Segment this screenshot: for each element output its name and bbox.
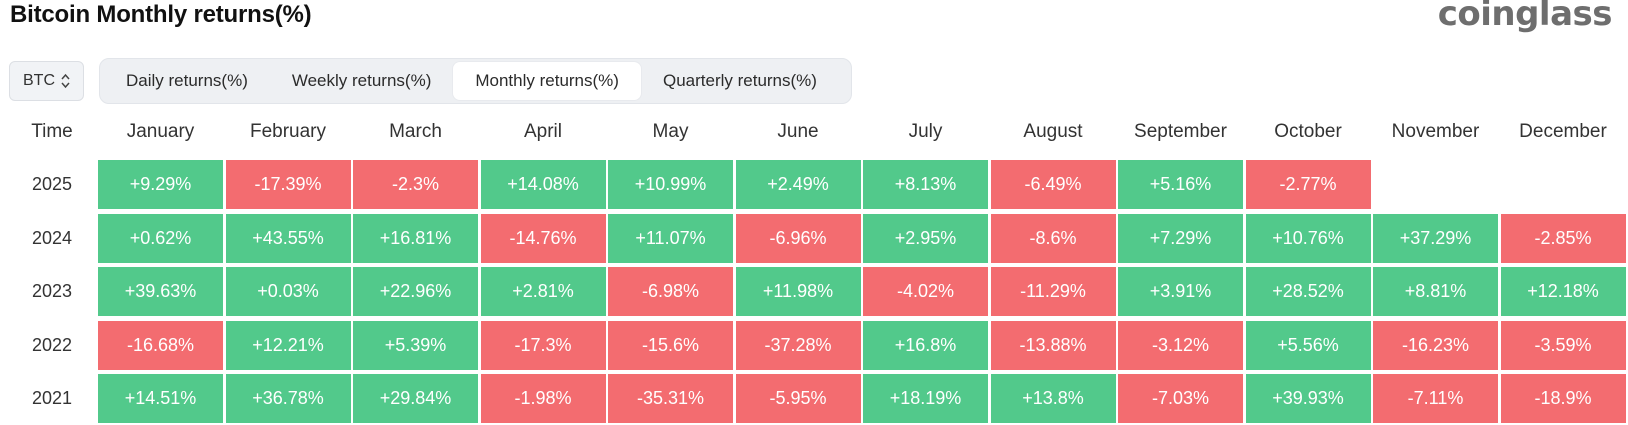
column-header-june: June	[777, 121, 819, 142]
return-cell: -14.76%	[480, 213, 606, 263]
return-cell: -2.85%	[1500, 213, 1626, 263]
column-header-october: October	[1274, 121, 1342, 142]
return-cell: -8.6%	[990, 213, 1116, 263]
return-cell: +39.63%	[98, 267, 223, 316]
return-cell: +2.95%	[863, 213, 988, 263]
column-header-april: April	[523, 121, 562, 142]
return-cell: -2.77%	[1245, 160, 1371, 209]
return-cell: +37.29%	[1373, 213, 1498, 263]
return-cell: +8.13%	[863, 160, 988, 209]
return-cell: +5.56%	[1245, 320, 1371, 370]
chevron-up-down-icon	[61, 73, 70, 89]
return-cell: +7.29%	[1118, 213, 1243, 263]
returns-tabs: Daily returns(%) Weekly returns(%) Month…	[99, 58, 852, 104]
return-cell: -2.3%	[353, 160, 478, 209]
return-cell: -13.88%	[990, 320, 1116, 370]
return-cell: +39.93%	[1245, 374, 1371, 423]
return-cell: +16.8%	[863, 320, 988, 370]
return-cell: -6.98%	[608, 267, 733, 316]
return-cell: -1.98%	[480, 374, 606, 423]
row-year-label: 2022	[31, 334, 73, 355]
tab-monthly-returns[interactable]: Monthly returns(%)	[453, 62, 641, 100]
column-header-time: Time	[31, 121, 73, 142]
return-cell: -7.11%	[1373, 374, 1498, 423]
row-year-label: 2025	[31, 174, 73, 194]
return-cell: -17.3%	[480, 320, 606, 370]
column-header-december: December	[1519, 121, 1607, 142]
return-cell: +2.81%	[480, 267, 606, 316]
column-header-november: November	[1391, 121, 1480, 142]
return-cell: -5.95%	[735, 374, 861, 423]
return-cell: +5.39%	[353, 320, 478, 370]
tab-daily-returns[interactable]: Daily returns(%)	[126, 71, 248, 90]
return-cell: +18.19%	[863, 374, 988, 423]
tab-weekly-returns[interactable]: Weekly returns(%)	[291, 71, 432, 90]
return-cell: +11.07%	[608, 213, 733, 263]
return-cell: +10.99%	[608, 160, 733, 209]
row-year-label: 2024	[31, 227, 73, 248]
return-cell: -4.02%	[863, 267, 988, 316]
return-cell: -18.9%	[1500, 374, 1626, 423]
return-cell: +8.81%	[1373, 267, 1498, 316]
return-cell: -15.6%	[608, 320, 733, 370]
column-header-january: January	[126, 121, 195, 142]
row-year-label: 2023	[31, 281, 73, 301]
return-cell: -7.03%	[1118, 374, 1243, 423]
return-cell: +0.62%	[98, 213, 223, 263]
column-header-september: September	[1134, 121, 1227, 142]
return-cell: +22.96%	[353, 267, 478, 316]
return-cell: +12.18%	[1500, 267, 1626, 316]
column-header-march: March	[389, 121, 442, 142]
return-cell: -35.31%	[608, 374, 733, 423]
page-title: Bitcoin Monthly returns(%)	[10, 1, 312, 28]
return-cell: +16.81%	[353, 213, 478, 263]
return-cell: -17.39%	[225, 160, 351, 209]
return-cell: +0.03%	[225, 267, 351, 316]
asset-select[interactable]: BTC	[9, 61, 84, 101]
return-cell: +28.52%	[1245, 267, 1371, 316]
return-cell: -3.59%	[1500, 320, 1626, 370]
return-cell: +29.84%	[353, 374, 478, 423]
return-cell: +11.98%	[735, 267, 861, 316]
return-cell: +36.78%	[225, 374, 351, 423]
return-cell: -3.12%	[1118, 320, 1243, 370]
return-cell: +13.8%	[990, 374, 1116, 423]
column-header-august: August	[1023, 121, 1083, 142]
return-cell: +43.55%	[225, 213, 351, 263]
return-cell: +14.51%	[98, 374, 223, 423]
return-cell: +2.49%	[735, 160, 861, 209]
column-header-july: July	[908, 121, 943, 142]
return-cell: -6.96%	[735, 213, 861, 263]
return-cell: -37.28%	[735, 320, 861, 370]
return-cell: -6.49%	[990, 160, 1116, 209]
column-header-february: February	[249, 121, 327, 142]
return-cell: +9.29%	[98, 160, 223, 209]
return-cell: +3.91%	[1118, 267, 1243, 316]
return-cell: -16.23%	[1373, 320, 1498, 370]
return-cell: +10.76%	[1245, 213, 1371, 263]
row-year-label: 2021	[31, 388, 73, 408]
return-cell: +5.16%	[1118, 160, 1243, 209]
asset-select-value: BTC	[23, 72, 55, 89]
tab-quarterly-returns[interactable]: Quarterly returns(%)	[662, 71, 817, 90]
column-header-may: May	[652, 121, 689, 142]
return-cell: +12.21%	[225, 320, 351, 370]
return-cell: -11.29%	[990, 267, 1116, 316]
return-cell: -16.68%	[98, 320, 223, 370]
brand-logo: coinglass	[1437, 0, 1613, 34]
return-cell: +14.08%	[480, 160, 606, 209]
